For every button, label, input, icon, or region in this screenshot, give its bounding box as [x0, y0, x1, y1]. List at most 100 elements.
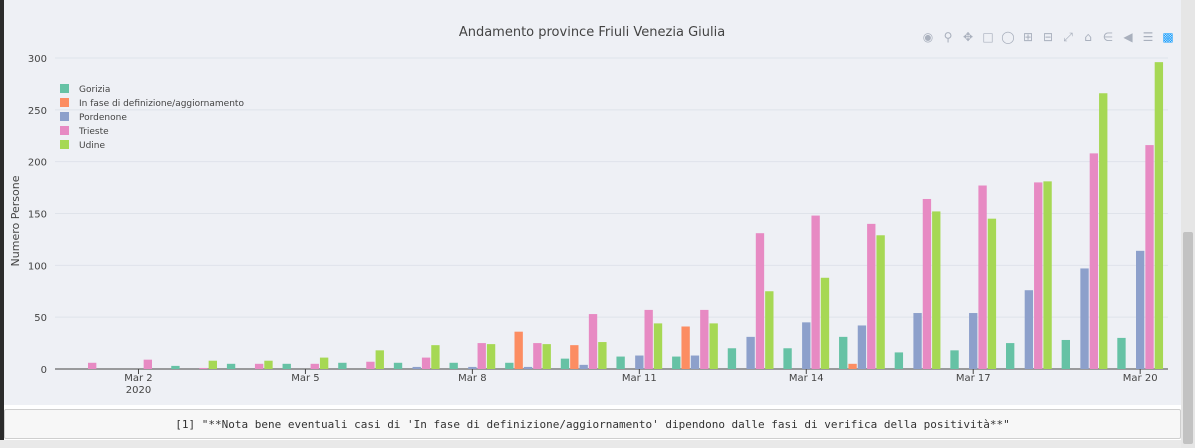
- camera-icon[interactable]: ◉: [922, 30, 934, 44]
- bottom-scrollbar-track[interactable]: [0, 440, 1181, 448]
- bar-udine: [1099, 93, 1108, 369]
- legend-label[interactable]: Udine: [79, 141, 106, 151]
- legend-label[interactable]: Pordenone: [79, 113, 127, 123]
- note-text: [1] "**Nota bene eventuali casi di 'In f…: [175, 417, 1010, 431]
- autoscale-icon[interactable]: ⤢: [1063, 29, 1073, 44]
- vertical-scrollbar[interactable]: [1181, 0, 1195, 448]
- bar-pordenone: [412, 366, 421, 369]
- x-tick-label: Mar 17: [956, 373, 991, 384]
- bar-gorizia: [783, 348, 792, 369]
- bar-udine: [765, 291, 774, 369]
- bar-pordenone: [1024, 290, 1034, 369]
- bar-udine: [709, 323, 718, 369]
- bar-in-fase-di-definizione-aggiornamento: [570, 345, 579, 369]
- bar-gorizia: [1117, 337, 1126, 369]
- legend-swatch[interactable]: [60, 140, 69, 149]
- x-tick-label: Mar 5: [291, 373, 319, 384]
- bar-gorizia: [282, 363, 291, 369]
- hover-closest-icon[interactable]: ◀: [1123, 30, 1133, 44]
- bar-udine: [375, 350, 384, 369]
- y-tick-label: 150: [28, 210, 47, 221]
- bar-trieste: [755, 233, 765, 369]
- y-tick-label: 100: [28, 261, 47, 272]
- bar-udine: [264, 360, 273, 369]
- box-select-icon[interactable]: □: [982, 30, 994, 44]
- x-tick-label: Mar 11: [622, 373, 657, 384]
- bar-gorizia: [727, 348, 737, 369]
- bar-trieste: [533, 343, 542, 369]
- legend-swatch[interactable]: [60, 126, 69, 135]
- y-axis-ticks: 0 50 100 150 200 250 300: [28, 54, 47, 376]
- bar-udine: [932, 211, 941, 369]
- legend: Gorizia In fase di definizione/aggiorname…: [60, 84, 244, 151]
- bar-trieste: [366, 361, 375, 369]
- legend-swatch[interactable]: [60, 98, 69, 107]
- bar-gorizia: [449, 362, 458, 369]
- bar-pordenone: [857, 325, 867, 369]
- y-tick-label: 200: [28, 158, 47, 169]
- bar-gorizia: [393, 362, 403, 369]
- pan-icon[interactable]: ✥: [962, 30, 974, 44]
- x-tick-label: Mar 20: [1123, 373, 1158, 384]
- bar-gorizia: [950, 350, 959, 369]
- legend-label[interactable]: Trieste: [78, 127, 109, 137]
- bar-trieste: [867, 223, 876, 369]
- bar-gorizia: [1061, 339, 1071, 369]
- zoom-out-icon[interactable]: ⊟: [1042, 30, 1054, 44]
- x-tick-label: Mar 8: [458, 373, 486, 384]
- hover-compare-icon[interactable]: ☰: [1142, 30, 1154, 44]
- legend-swatch[interactable]: [60, 112, 69, 121]
- legend-swatch[interactable]: [60, 84, 69, 93]
- bar-in-fase-di-definizione-aggiornamento: [514, 331, 523, 369]
- bar-trieste: [1089, 153, 1099, 369]
- scrollbar-thumb[interactable]: [1183, 232, 1193, 444]
- y-tick-label: 50: [34, 313, 47, 324]
- bar-pordenone: [468, 366, 477, 369]
- note-output: [1] "**Nota bene eventuali casi di 'In f…: [4, 409, 1181, 439]
- legend-label[interactable]: In fase di definizione/aggiornamento: [79, 99, 244, 109]
- bar-trieste: [700, 309, 709, 369]
- zoom-in-icon[interactable]: ⊞: [1022, 30, 1034, 44]
- bar-udine: [987, 218, 997, 369]
- y-axis-label: Numero Persone: [9, 175, 22, 266]
- bars: [87, 62, 1164, 369]
- plotly-logo-icon[interactable]: ▩: [1162, 30, 1174, 44]
- bar-udine: [1043, 181, 1052, 369]
- chart-title: Andamento province Friuli Venezia Giulia: [459, 25, 725, 40]
- bar-gorizia: [1006, 343, 1015, 369]
- bar-pordenone: [913, 313, 922, 369]
- bar-udine: [1154, 62, 1164, 369]
- spike-lines-icon[interactable]: ∈: [1102, 30, 1114, 44]
- bar-udine: [319, 357, 329, 369]
- bar-gorizia: [171, 365, 180, 369]
- bar-trieste: [143, 359, 152, 369]
- bar-trieste: [199, 367, 208, 369]
- bar-gorizia: [839, 336, 848, 369]
- bar-trieste: [588, 314, 598, 369]
- bar-udine: [486, 344, 496, 369]
- bar-pordenone: [635, 355, 644, 369]
- zoom-icon[interactable]: ⚲: [943, 30, 953, 44]
- bar-pordenone: [579, 364, 588, 369]
- bar-gorizia: [338, 362, 347, 369]
- bar-udine: [431, 345, 440, 369]
- bar-pordenone: [802, 322, 811, 369]
- plot-modebar: ◉ ⚲ ✥ □ ◯ ⊞ ⊟ ⤢ ⌂ ∈ ◀ ☰ ▩: [920, 28, 1176, 46]
- x-tick-label: Mar 14: [789, 373, 824, 384]
- bar-in-fase-di-definizione-aggiornamento: [681, 326, 690, 369]
- bar-chart: Andamento province Friuli Venezia Giulia…: [9, 25, 1168, 396]
- bar-gorizia: [616, 356, 625, 369]
- bar-trieste: [1145, 145, 1154, 369]
- legend-label[interactable]: Gorizia: [79, 85, 110, 95]
- lasso-icon[interactable]: ◯: [1001, 30, 1015, 44]
- x-tick-sublabel: 2020: [126, 385, 151, 396]
- bar-pordenone: [523, 366, 533, 369]
- bar-trieste: [310, 363, 319, 369]
- bar-pordenone: [1080, 268, 1089, 369]
- reset-axes-icon[interactable]: ⌂: [1084, 30, 1092, 44]
- y-tick-label: 0: [41, 365, 47, 376]
- bar-trieste: [644, 309, 653, 369]
- bar-trieste: [477, 343, 486, 369]
- bar-trieste: [254, 363, 264, 369]
